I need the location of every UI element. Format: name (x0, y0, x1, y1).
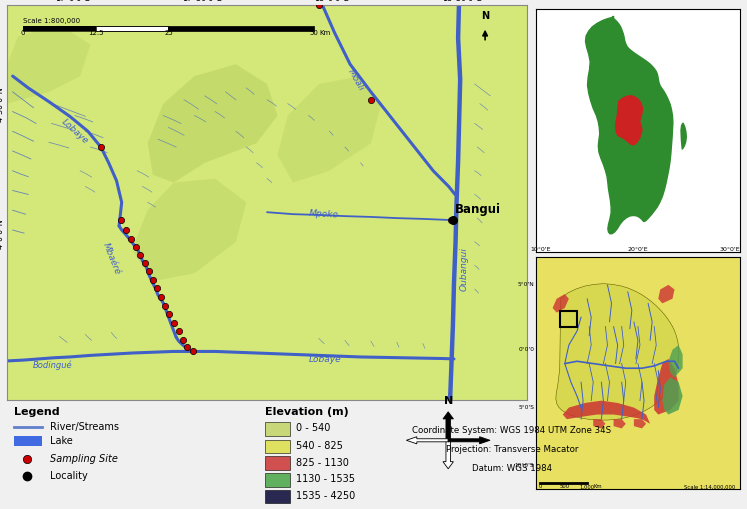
Text: Coordinate System: WGS 1984 UTM Zone 34S: Coordinate System: WGS 1984 UTM Zone 34S (412, 426, 611, 435)
Text: 540 - 825: 540 - 825 (296, 441, 343, 451)
Polygon shape (613, 419, 626, 429)
Text: Scale 1:14,000,000: Scale 1:14,000,000 (684, 485, 736, 490)
Text: Elevation (m): Elevation (m) (265, 407, 349, 417)
Text: Bangui: Bangui (455, 203, 501, 216)
Bar (265, 440, 290, 453)
Polygon shape (593, 419, 605, 429)
Text: Lobaye: Lobaye (309, 355, 341, 364)
Text: 20°0'E: 20°0'E (627, 247, 648, 252)
Bar (560, 312, 577, 327)
Text: 25: 25 (164, 31, 173, 37)
Text: 18°0'0"E: 18°0'0"E (314, 0, 350, 3)
Text: Km: Km (319, 31, 330, 37)
Text: 1535 - 4250: 1535 - 4250 (296, 491, 355, 501)
Text: 17°0'0"E: 17°0'0"E (55, 0, 90, 3)
Text: 17°30'0"E: 17°30'0"E (182, 0, 222, 3)
Text: 0°0'0: 0°0'0 (518, 347, 534, 352)
Polygon shape (663, 378, 683, 414)
Text: Bodingué: Bodingué (32, 360, 72, 370)
Text: Oubangui: Oubangui (460, 247, 469, 291)
Text: 12.5: 12.5 (88, 31, 104, 37)
Text: Mpoko: Mpoko (309, 209, 339, 219)
Text: N: N (444, 395, 453, 406)
Text: 50: 50 (309, 31, 318, 37)
Bar (265, 490, 290, 503)
Text: Sampling Site: Sampling Site (50, 454, 118, 464)
Bar (265, 473, 290, 487)
Text: 5°0'N: 5°0'N (518, 282, 534, 288)
Text: Km: Km (593, 485, 602, 490)
Bar (265, 422, 290, 436)
Text: Legend: Legend (14, 407, 60, 417)
Text: Moali: Moali (347, 68, 366, 93)
Text: N: N (481, 11, 489, 21)
Polygon shape (586, 16, 673, 234)
Polygon shape (7, 25, 90, 104)
Polygon shape (132, 179, 247, 281)
Polygon shape (658, 285, 675, 303)
Text: 4°30'0"N: 4°30'0"N (0, 86, 5, 122)
Text: Lobaye: Lobaye (60, 117, 90, 146)
Polygon shape (556, 284, 679, 420)
Text: 10°0'S: 10°0'S (515, 463, 534, 468)
Text: Scale 1:800,000: Scale 1:800,000 (23, 18, 80, 23)
Polygon shape (277, 76, 381, 183)
Text: 0: 0 (21, 31, 25, 37)
Text: 1130 - 1535: 1130 - 1535 (296, 474, 355, 485)
Text: 18°30'0"E: 18°30'0"E (442, 0, 482, 3)
Polygon shape (669, 345, 683, 378)
Text: 1,000: 1,000 (580, 485, 595, 490)
Text: Datum: WGS 1984: Datum: WGS 1984 (471, 464, 552, 473)
Polygon shape (562, 401, 650, 424)
Polygon shape (553, 294, 569, 313)
Polygon shape (681, 123, 686, 149)
Text: 825 - 1130: 825 - 1130 (296, 458, 349, 468)
Polygon shape (654, 359, 678, 414)
Text: River/Streams: River/Streams (50, 422, 119, 432)
Text: Lake: Lake (50, 436, 73, 446)
Text: 4°0'0"N: 4°0'0"N (0, 218, 5, 249)
Text: 5°0'S: 5°0'S (518, 405, 534, 410)
Text: 0: 0 (539, 485, 542, 490)
Text: Locality: Locality (50, 471, 88, 481)
Bar (168, 26, 314, 31)
Polygon shape (616, 96, 642, 145)
Bar (23, 26, 168, 31)
Bar (265, 457, 290, 470)
Text: 30°0'E: 30°0'E (719, 247, 740, 252)
Text: 10°0'E: 10°0'E (530, 247, 551, 252)
Text: Mbaéré: Mbaéré (101, 241, 122, 276)
Text: 500: 500 (560, 485, 570, 490)
Text: Projection: Transverse Macator: Projection: Transverse Macator (445, 445, 578, 454)
Polygon shape (148, 64, 277, 183)
Bar (96, 26, 168, 31)
Polygon shape (634, 419, 646, 429)
Text: 0 - 540: 0 - 540 (296, 423, 330, 433)
Bar (23, 26, 96, 31)
Bar (14, 436, 43, 446)
